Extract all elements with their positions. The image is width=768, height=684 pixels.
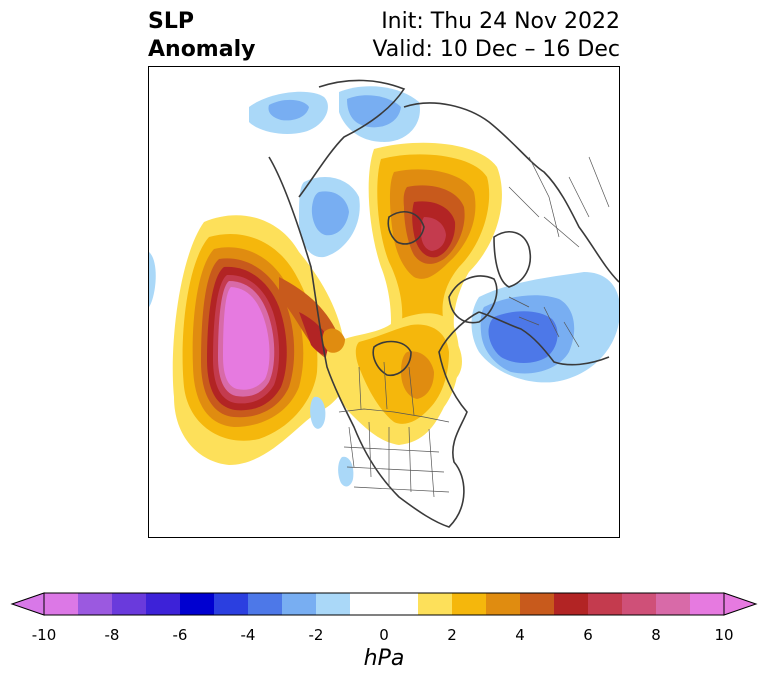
colorbar-segment (248, 593, 283, 615)
pacific-contour-8 (223, 287, 270, 390)
us-state-lines-2 (343, 446, 450, 493)
colorbar-segment (78, 593, 113, 615)
canada-contour-4 (322, 328, 345, 353)
eurasia-borders (508, 156, 610, 248)
colorbar (10, 588, 758, 622)
colorbar-outline (43, 592, 725, 616)
colorbar-tick-label: 8 (651, 626, 661, 644)
colorbar-over-arrow (723, 592, 758, 616)
political-borders (338, 156, 610, 498)
scandinavia-coast (493, 231, 531, 288)
date-info: Init: Thu 24 Nov 2022 Valid: 10 Dec – 16… (372, 8, 620, 64)
colorbar-segment (146, 593, 181, 615)
map-canvas (149, 79, 619, 528)
us-canada-border (338, 408, 450, 423)
arctic-contour-6 (421, 217, 446, 251)
colorbar-tick-label: 10 (714, 626, 734, 644)
colorbar-tick-label: -6 (172, 626, 188, 644)
colorbar-segment (316, 593, 351, 615)
colorbar-segment (486, 593, 521, 615)
greenland-coast (448, 275, 498, 324)
colorbar-segment (214, 593, 249, 615)
siberia-low-core (268, 99, 309, 121)
colorbar-segment (520, 593, 555, 615)
colorbar-tick-label: 6 (583, 626, 593, 644)
colorbar-segment (384, 593, 419, 615)
anomaly-map (148, 66, 620, 538)
arctic-islands (387, 211, 425, 245)
hudson-bay-coast (372, 340, 412, 377)
europe-borders (508, 296, 580, 348)
asia-east-coast (298, 79, 406, 198)
colorbar-tick-label: 4 (515, 626, 525, 644)
colorbar-tick-label: -10 (31, 626, 57, 644)
colorbar-tick-label: -4 (240, 626, 256, 644)
colorbar-tick-label: -8 (104, 626, 120, 644)
canada-province-lines (358, 361, 415, 416)
pacific-high-anomaly (172, 215, 349, 465)
colorbar-segment (588, 593, 623, 615)
colorbar-tick-label: 0 (379, 626, 389, 644)
colorbar-segment (622, 593, 657, 615)
colorbar-graphic (10, 592, 758, 616)
colorbar-unit: hPa (363, 646, 405, 671)
colorbar-segment (112, 593, 147, 615)
europe-coast (478, 311, 610, 366)
atlantic-low-anomaly (471, 272, 619, 383)
dateline-low (149, 252, 156, 307)
title-line-2: Anomaly (148, 37, 256, 62)
colorbar-segment (452, 593, 487, 615)
colorbar-segment (690, 593, 725, 615)
colorbar-segment (350, 593, 385, 615)
init-date: Init: Thu 24 Nov 2022 (381, 9, 620, 34)
colorbar-segment (282, 593, 317, 615)
us-state-lines-1 (348, 421, 435, 498)
colorbar-segment (180, 593, 215, 615)
atlantic-contour-3 (488, 311, 558, 363)
canada-high-anomaly (322, 313, 460, 445)
title-line-1: SLP (148, 9, 194, 34)
colorbar-segment (656, 593, 691, 615)
eurasia-coast (403, 102, 619, 283)
colorbar-segment (554, 593, 589, 615)
valid-date-range: Valid: 10 Dec – 16 Dec (372, 37, 620, 62)
colorbar-tick-label: 2 (447, 626, 457, 644)
coastlines (268, 79, 619, 528)
colorbar-segment (418, 593, 453, 615)
us-low-1 (310, 396, 326, 429)
plot-title: SLP Anomaly (148, 8, 255, 64)
bering-low-core (311, 191, 349, 236)
colorbar-under-arrow (10, 592, 45, 616)
east-asia-low-core (347, 95, 401, 128)
north-america-coast (268, 156, 480, 528)
us-low-2 (338, 456, 354, 487)
colorbar-tick-label: -2 (308, 626, 324, 644)
colorbar-segment (44, 593, 79, 615)
